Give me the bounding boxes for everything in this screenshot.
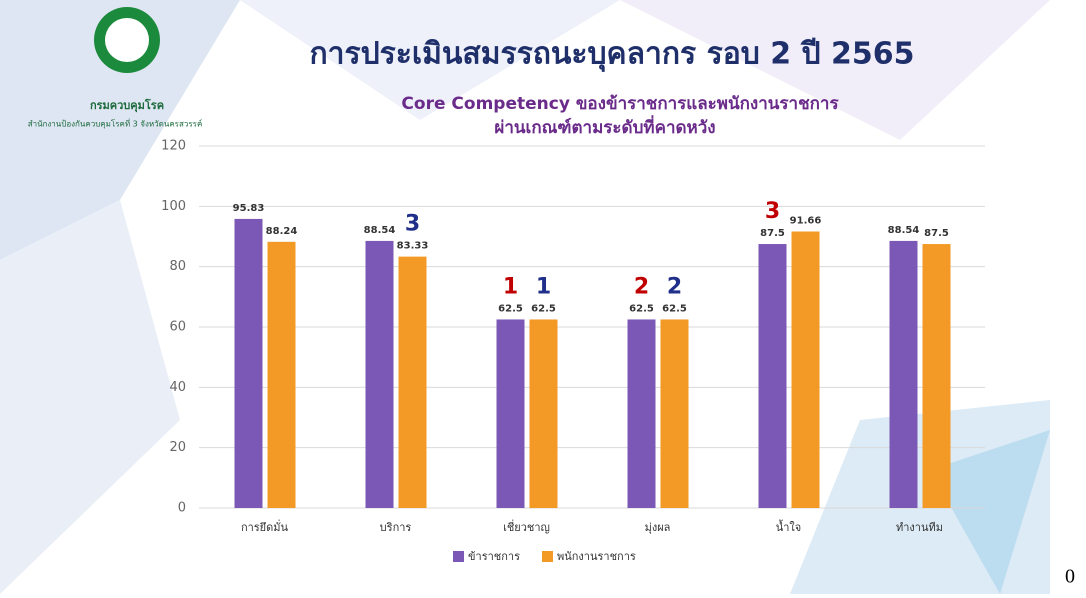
rank-label: 2: [634, 274, 649, 299]
x-tick-label: เชี่ยวชาญ: [503, 519, 550, 534]
legend-label: พนักงานราชการ: [557, 550, 636, 563]
y-tick-label: 20: [169, 440, 186, 455]
value-label: 91.66: [790, 215, 822, 226]
value-label: 83.33: [397, 241, 429, 252]
bar: [529, 319, 558, 508]
rank-label: 2: [667, 274, 682, 299]
bar: [660, 319, 689, 508]
decor: [930, 430, 1050, 594]
decor: [240, 0, 620, 120]
legend-swatch: [453, 551, 464, 562]
rank-label: 1: [503, 274, 518, 299]
decor: [0, 0, 240, 260]
value-label: 62.5: [662, 303, 687, 314]
y-tick-label: 40: [169, 380, 186, 395]
value-label: 88.54: [888, 225, 920, 236]
bar: [791, 231, 820, 508]
decor: [0, 200, 180, 594]
value-label: 95.83: [233, 203, 265, 214]
chart-title: การประเมินสมรรถนะบุคลากร รอบ 2 ปี 2565: [309, 37, 914, 73]
x-tick-label: น้ำใจ: [776, 519, 802, 534]
rank-label: 1: [536, 274, 551, 299]
logo-text: กรมควบคุมโรค: [90, 98, 164, 113]
bar: [234, 218, 263, 508]
x-tick-label: การยึดมั่น: [241, 519, 289, 534]
footer-text: 0: [1065, 566, 1075, 588]
rank-label: 3: [765, 199, 780, 224]
value-label: 62.5: [498, 303, 523, 314]
chart-subtitle: ผ่านเกณฑ์ตามระดับที่คาดหวัง: [494, 115, 715, 138]
legend-label: ข้าราชการ: [468, 550, 520, 563]
value-label: 88.24: [266, 226, 298, 237]
bar: [365, 240, 394, 508]
bar: [627, 319, 656, 508]
legend-swatch: [542, 551, 553, 562]
value-label: 87.5: [924, 228, 949, 239]
bar: [889, 240, 918, 508]
chart-subtitle: Core Competency ของข้าราชการและพนักงานรา…: [401, 94, 839, 114]
value-label: 62.5: [629, 303, 654, 314]
bar: [922, 244, 951, 508]
value-label: 88.54: [364, 225, 396, 236]
bar: [496, 319, 525, 508]
margin: [1055, 0, 1086, 594]
x-tick-label: ทำงานทีม: [896, 521, 943, 534]
y-tick-label: 0: [178, 501, 186, 516]
x-tick-label: บริการ: [380, 521, 412, 534]
bar: [267, 241, 296, 508]
y-tick-label: 60: [169, 320, 186, 335]
rank-label: 3: [405, 212, 420, 237]
x-tick-label: มุ่งผล: [645, 521, 671, 534]
value-label: 62.5: [531, 303, 556, 314]
logo-subtext: สำนักงานป้องกันควบคุมโรคที่ 3 จังหวัดนคร…: [28, 118, 203, 129]
y-tick-label: 100: [161, 199, 186, 214]
y-tick-label: 80: [169, 259, 186, 274]
decor: [620, 0, 1050, 140]
logo: [105, 18, 149, 62]
value-label: 87.5: [760, 228, 785, 239]
bar: [398, 256, 427, 508]
y-tick-label: 120: [161, 139, 186, 154]
bar: [758, 244, 787, 508]
